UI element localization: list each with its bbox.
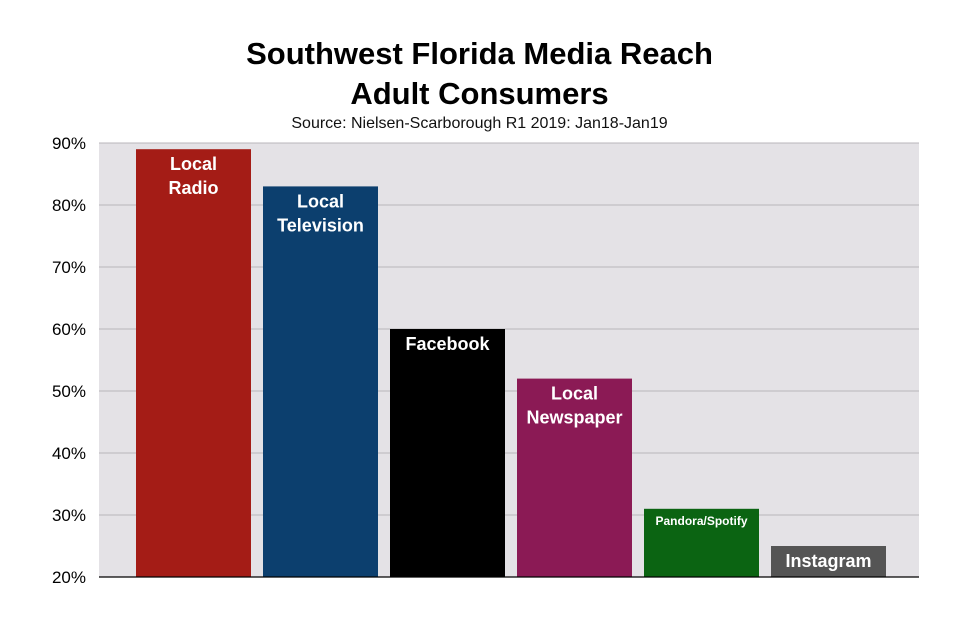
bars: Local Radio Local Television Facebook Local Ne… (136, 149, 886, 577)
bar (771, 546, 886, 577)
chart-title: Southwest Florida Media Reach Adult Cons… (0, 34, 959, 114)
bar-label: Instagram (785, 551, 871, 571)
bar (517, 378, 632, 577)
bar-label: Local (170, 154, 217, 174)
y-tick-label: 20% (52, 568, 86, 587)
chart-title-line-1: Southwest Florida Media Reach (246, 36, 713, 71)
bar-label: Local (551, 384, 598, 404)
bar (390, 329, 505, 577)
bar (263, 186, 378, 577)
bar-label: Facebook (405, 334, 490, 354)
y-axis: 20% 30% 40% 50% 60% 70% 80% 90% (52, 134, 86, 587)
y-tick-label: 40% (52, 444, 86, 463)
bar-label: Local (297, 191, 344, 211)
bar-label: Pandora/Spotify (655, 514, 747, 528)
y-tick-label: 80% (52, 196, 86, 215)
chart-subtitle: Source: Nielsen-Scarborough R1 2019: Jan… (291, 115, 668, 132)
bar-label: Television (277, 215, 364, 235)
y-tick-label: 90% (52, 134, 86, 153)
bar-label: Newspaper (526, 408, 622, 428)
y-tick-label: 30% (52, 506, 86, 525)
bar-label: Radio (168, 178, 218, 198)
y-tick-label: 60% (52, 320, 86, 339)
bar (136, 149, 251, 577)
y-tick-label: 70% (52, 258, 86, 277)
y-tick-label: 50% (52, 382, 86, 401)
chart-title-line-2: Adult Consumers (350, 76, 609, 111)
bar (644, 508, 759, 577)
